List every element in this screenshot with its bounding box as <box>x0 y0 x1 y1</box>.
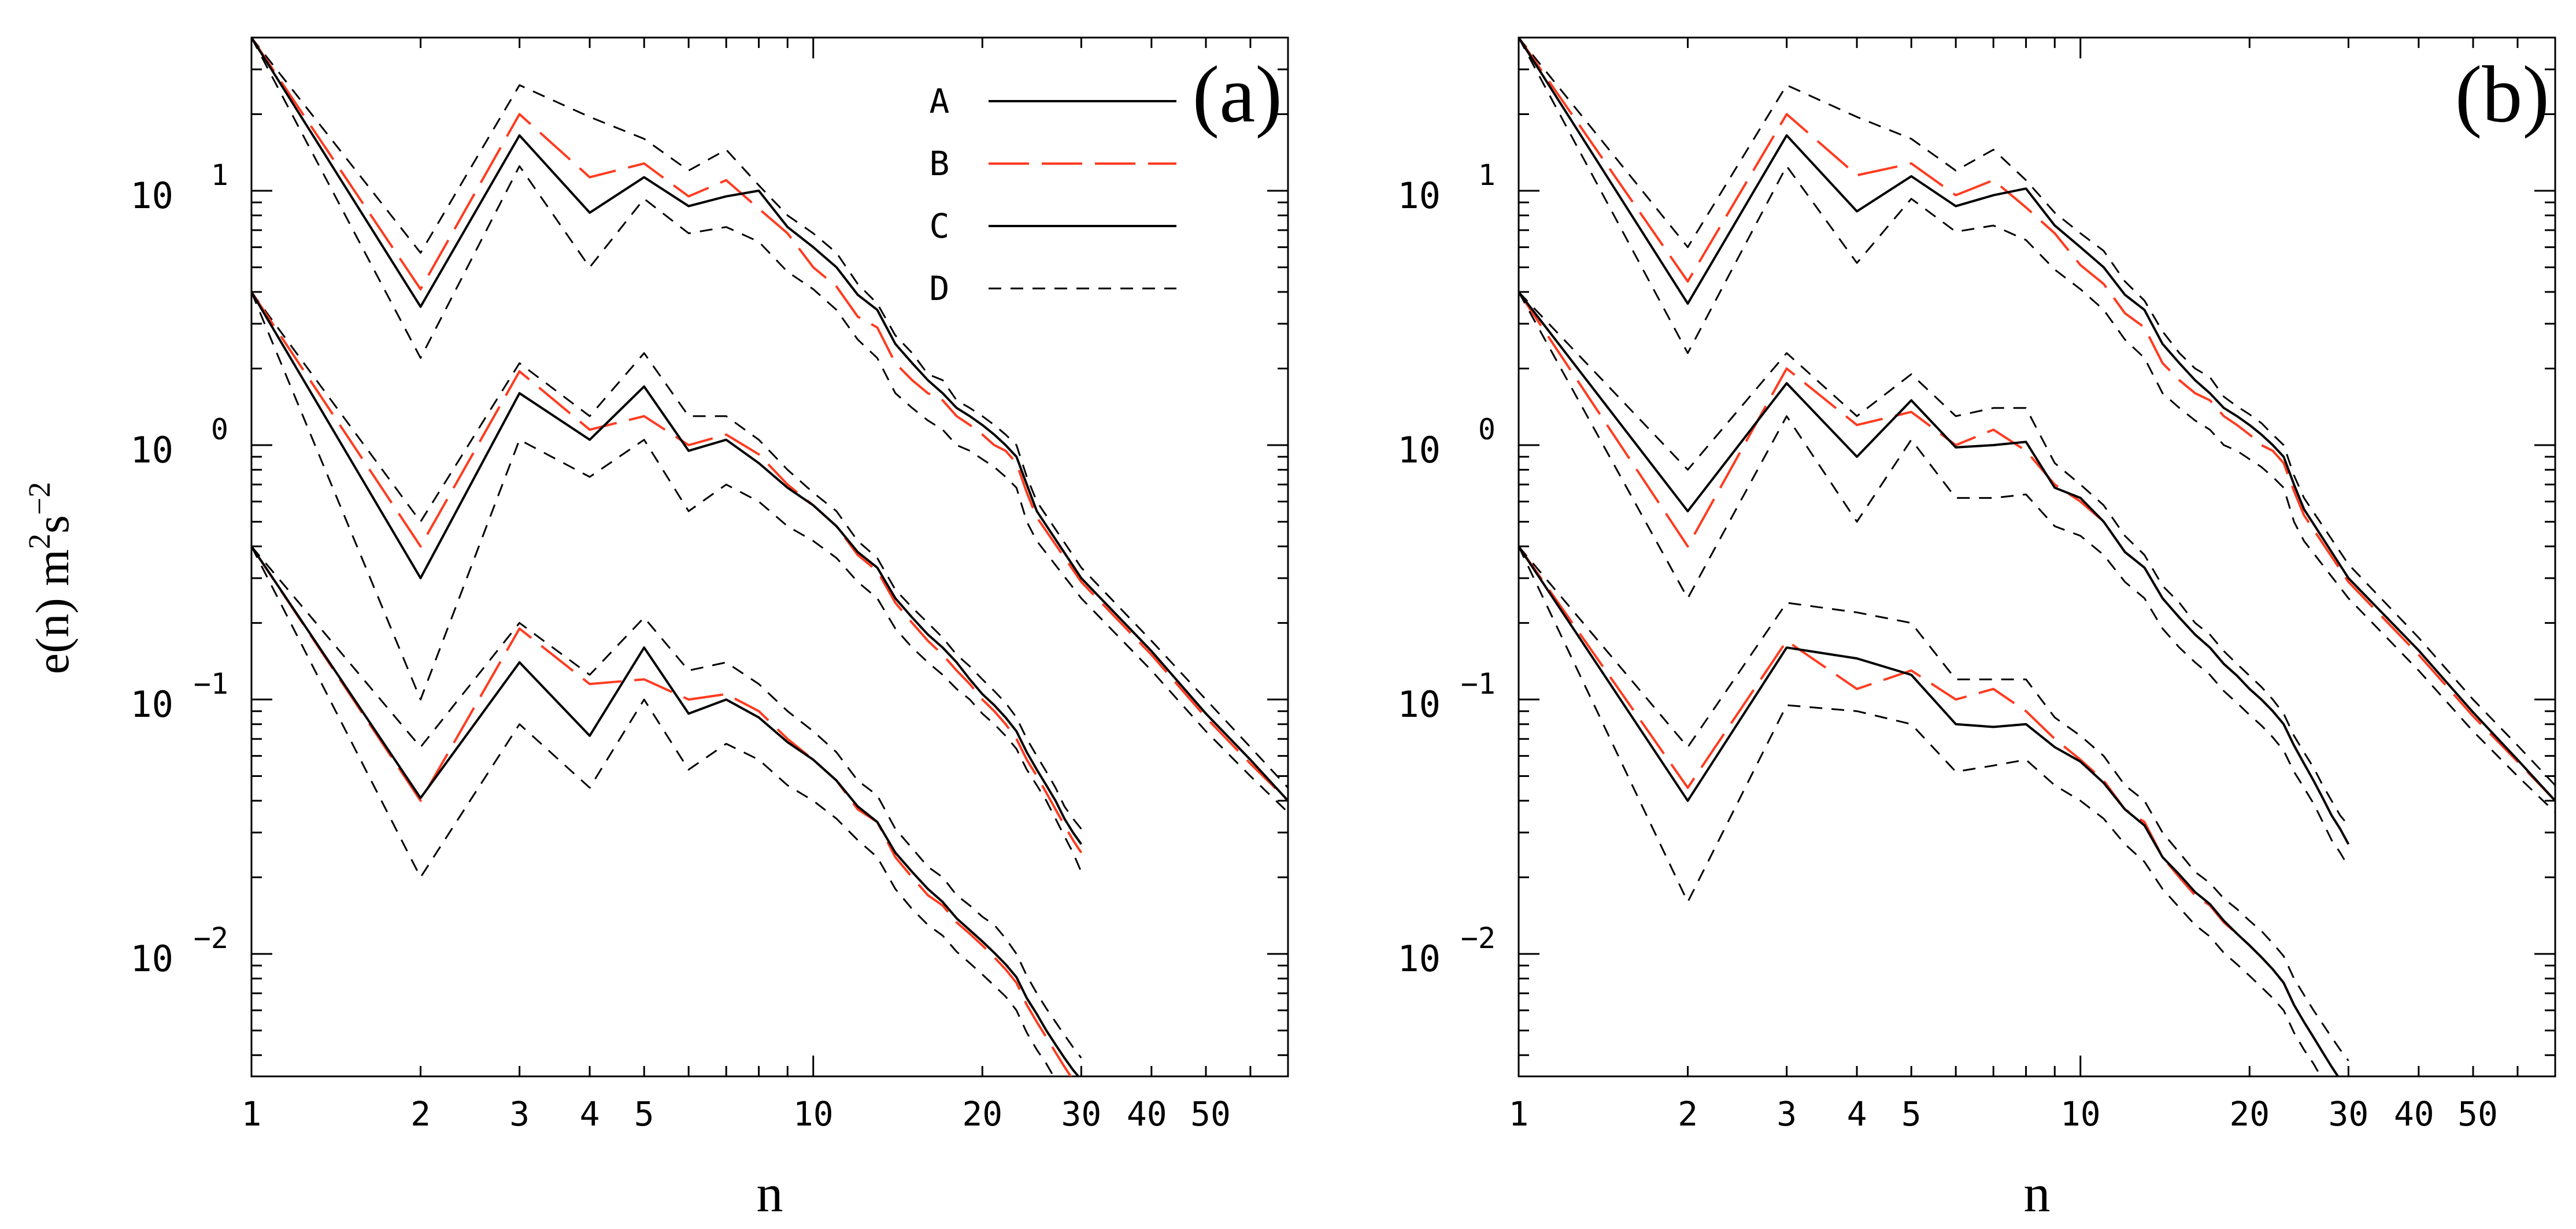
legend-label-A: A <box>930 82 950 121</box>
x-tick-label: 2 <box>1678 1094 1698 1134</box>
x-tick-label: 40 <box>2394 1094 2434 1134</box>
legend-label-C: C <box>930 206 950 246</box>
series-line-upper-D-lower <box>1519 38 2555 813</box>
series-line-upper-D-upper <box>251 38 1288 789</box>
x-tick-label: 20 <box>2229 1094 2270 1134</box>
series-line-lower-D-upper <box>251 546 1082 1059</box>
series-line-middle-B <box>1519 291 2350 845</box>
x-tick-label: 30 <box>2328 1094 2368 1134</box>
series-line-upper-D-upper <box>1519 38 2555 786</box>
legend-label-B: B <box>930 144 950 183</box>
y-tick-label: 10 <box>130 429 173 471</box>
series-line-lower-A <box>251 545 1080 1076</box>
series-line-middle-D-lower <box>251 291 1082 872</box>
x-tick-label: 3 <box>1776 1094 1797 1134</box>
y-tick-label-exponent: −2 <box>1461 921 1496 955</box>
series-line-upper-A <box>251 38 1288 802</box>
y-tick-label-exponent: −1 <box>1461 667 1496 701</box>
plot-frame <box>1518 36 2556 1078</box>
series-group <box>1519 38 2555 1076</box>
series-line-lower-A <box>1519 545 2340 1076</box>
series-line-upper-B <box>251 38 1288 802</box>
x-tick-label: 4 <box>1847 1094 1867 1134</box>
legend-label-D: D <box>930 269 950 308</box>
x-tick-label: 1 <box>242 1094 262 1134</box>
x-tick-label: 10 <box>793 1094 834 1134</box>
y-tick-label-exponent: −1 <box>194 667 228 701</box>
y-tick-label-exponent: 0 <box>211 413 228 446</box>
series-line-lower-B <box>251 545 1072 1076</box>
series-line-middle-D-upper <box>1519 291 2349 826</box>
x-tick-label: 1 <box>1509 1094 1529 1134</box>
x-tick-label: 5 <box>634 1094 654 1134</box>
x-tick-label: 2 <box>410 1094 431 1134</box>
panel-label: (b) <box>2455 50 2549 139</box>
panel-b: 10 1 10 0 10 −1 10 −2 1 2 3 4 5 10 20 30 40 50 n (b) <box>1397 36 2556 1223</box>
series-line-lower-B <box>1519 545 2340 1076</box>
series-line-lower-D-lower <box>251 546 1055 1076</box>
y-tick-label: 10 <box>130 938 173 980</box>
series-line-upper-A <box>1519 38 2555 802</box>
y-tick-label-exponent: 1 <box>211 158 228 192</box>
panel-label: (a) <box>1193 50 1282 139</box>
y-axis-label-sup1: 2 <box>22 534 57 549</box>
x-axis-label: n <box>757 1164 783 1223</box>
y-axis-label-mid: s <box>26 515 79 534</box>
series-line-upper-D-lower <box>251 38 1288 813</box>
x-tick-label: 40 <box>1127 1094 1167 1134</box>
y-tick-label: 10 <box>1397 429 1441 471</box>
series-line-lower-D-upper <box>1519 546 2349 1061</box>
y-tick-label: 10 <box>1397 175 1441 217</box>
x-tick-label: 30 <box>1061 1094 1101 1134</box>
x-tick-label: 5 <box>1901 1094 1922 1134</box>
y-tick-label: 10 <box>130 175 173 217</box>
y-tick-label: 10 <box>1397 683 1441 725</box>
series-line-middle-B <box>251 291 1083 854</box>
series-line-middle-D-upper <box>251 291 1082 830</box>
y-axis-label: e(n) m2s−2 <box>22 482 79 675</box>
series-line-middle-A <box>1519 291 2350 845</box>
y-axis-label-base: e(n) m <box>26 549 79 674</box>
x-axis-label: n <box>2024 1164 2051 1223</box>
x-tick-label: 3 <box>509 1094 530 1134</box>
x-tick-label: 20 <box>962 1094 1002 1134</box>
y-tick-label-exponent: 0 <box>1478 413 1496 446</box>
y-tick-label-exponent: 1 <box>1478 158 1496 192</box>
y-axis-label-sup2: −2 <box>22 482 57 515</box>
series-line-middle-D-lower <box>1519 291 2349 868</box>
series-group <box>251 38 1288 1076</box>
x-tick-label: 4 <box>580 1094 600 1134</box>
x-tick-label: 50 <box>1190 1094 1231 1134</box>
y-tick-label: 10 <box>1397 938 1441 980</box>
plot-frame <box>250 36 1289 1078</box>
series-line-upper-B <box>1519 38 2555 802</box>
series-line-lower-D-lower <box>1519 546 2322 1076</box>
series-line-middle-A <box>251 291 1083 845</box>
x-tick-label: 50 <box>2457 1094 2498 1134</box>
y-tick-label-exponent: −2 <box>194 921 228 955</box>
y-tick-label: 10 <box>130 683 173 725</box>
x-tick-label: 10 <box>2060 1094 2101 1134</box>
